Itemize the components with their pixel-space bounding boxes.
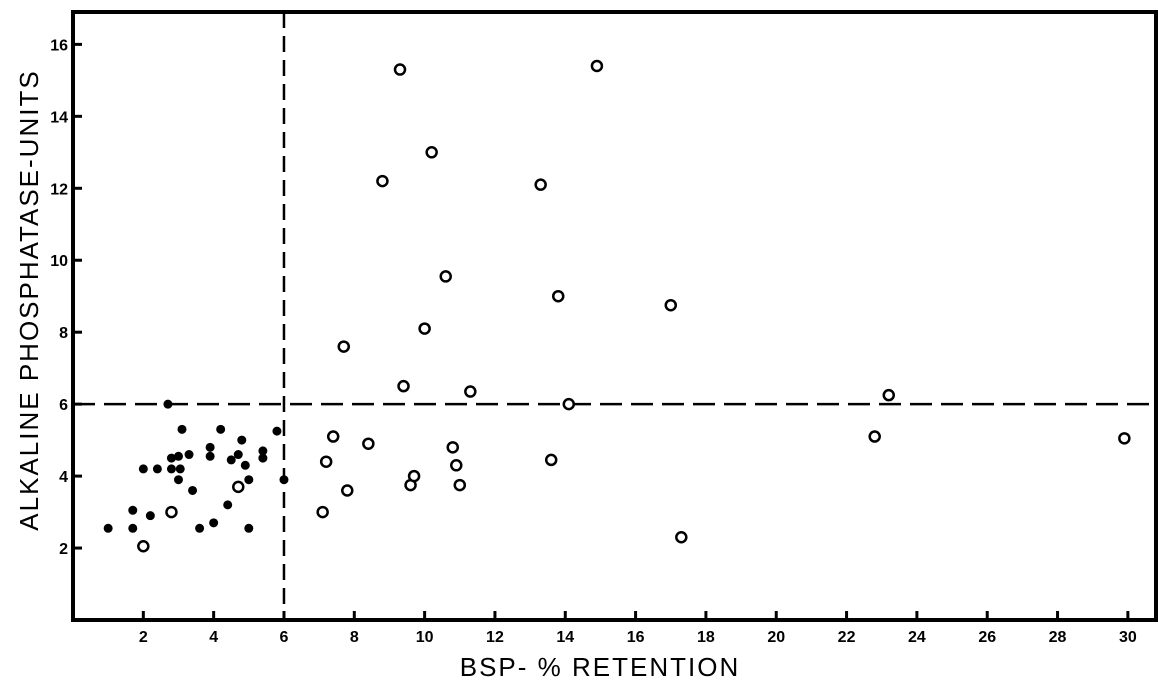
data-point-filled: [216, 424, 226, 434]
data-point-open: [341, 484, 354, 497]
data-point-filled: [223, 500, 233, 510]
data-point-open: [316, 505, 329, 519]
y-tick-label: 8: [59, 325, 68, 342]
data-points-layer: [103, 59, 1131, 553]
data-point-filled: [244, 523, 254, 533]
x-tick-label: 12: [486, 629, 504, 646]
data-point-open: [534, 178, 547, 191]
data-point-open: [551, 289, 565, 303]
data-point-open: [337, 340, 350, 353]
y-axis-title: ALKALINE PHOSPHATASE-UNITS: [14, 69, 44, 530]
data-point-open: [1118, 432, 1131, 445]
data-point-open: [137, 539, 150, 553]
y-tick-label: 2: [59, 541, 68, 558]
x-tick-label: 28: [1049, 629, 1067, 646]
data-point-filled: [226, 455, 236, 465]
data-point-open: [326, 430, 340, 443]
plot-frame: [71, 10, 1158, 622]
data-point-filled: [166, 464, 176, 474]
data-point-open: [407, 469, 421, 483]
reference-lines-layer: [73, 12, 1156, 620]
data-point-open: [439, 270, 452, 283]
x-tick-label: 8: [350, 629, 359, 646]
x-tick-label: 16: [627, 629, 645, 646]
data-point-filled: [233, 450, 243, 460]
data-point-open: [418, 322, 431, 335]
data-point-open: [675, 531, 688, 544]
data-point-filled: [205, 451, 215, 461]
data-point-open: [165, 505, 178, 519]
axes-layer: [71, 10, 1158, 622]
data-point-filled: [163, 399, 173, 409]
data-point-open: [425, 146, 438, 159]
data-point-open: [544, 453, 558, 467]
y-tick-label: 12: [50, 181, 68, 198]
data-point-filled: [173, 475, 183, 485]
data-point-open: [393, 63, 407, 76]
data-point-filled: [184, 450, 194, 460]
data-point-filled: [244, 475, 254, 485]
data-point-filled: [279, 475, 289, 485]
data-point-filled: [173, 451, 183, 461]
y-tick-label: 10: [50, 253, 68, 270]
x-tick-label: 4: [209, 629, 218, 646]
data-point-open: [453, 478, 467, 492]
data-point-filled: [152, 464, 162, 474]
y-tick-label: 6: [59, 397, 68, 414]
data-point-filled: [258, 453, 268, 463]
data-point-filled: [195, 523, 205, 533]
data-point-filled: [138, 464, 148, 474]
data-point-open: [590, 59, 604, 73]
data-point-filled: [272, 426, 282, 436]
data-point-open: [464, 385, 477, 398]
data-point-open: [397, 379, 410, 393]
x-axis-title: BSP- % RETENTION: [460, 652, 740, 682]
data-point-open: [882, 388, 896, 402]
x-tick-label: 26: [978, 629, 996, 646]
data-point-filled: [128, 505, 138, 515]
data-point-open: [562, 397, 576, 411]
x-tick-label: 14: [556, 629, 574, 646]
x-tick-label: 20: [767, 629, 785, 646]
y-tick-label: 4: [59, 469, 68, 486]
x-tick-label: 2: [139, 629, 148, 646]
y-tick-label: 14: [50, 109, 68, 126]
data-point-filled: [175, 464, 185, 474]
y-tick-label: 16: [50, 37, 68, 54]
data-point-filled: [177, 424, 187, 434]
x-tick-label: 18: [697, 629, 715, 646]
data-point-open: [868, 430, 881, 443]
data-point-open: [450, 459, 463, 472]
data-point-open: [664, 298, 678, 312]
data-point-filled: [188, 485, 198, 495]
x-tick-label: 10: [416, 629, 434, 646]
data-point-open: [232, 480, 245, 494]
data-point-filled: [128, 523, 138, 533]
x-tick-label: 24: [908, 629, 926, 646]
x-tick-label: 6: [280, 629, 289, 646]
data-point-filled: [209, 518, 219, 528]
x-tick-label: 22: [838, 629, 856, 646]
x-tick-label: 30: [1119, 629, 1137, 646]
data-point-filled: [237, 435, 247, 445]
data-point-open: [376, 174, 389, 188]
data-point-filled: [103, 523, 113, 533]
data-point-filled: [240, 460, 250, 470]
data-point-open: [446, 441, 460, 454]
data-point-open: [319, 455, 333, 468]
data-point-filled: [205, 442, 215, 452]
data-point-open: [362, 437, 375, 450]
data-point-filled: [145, 511, 155, 521]
